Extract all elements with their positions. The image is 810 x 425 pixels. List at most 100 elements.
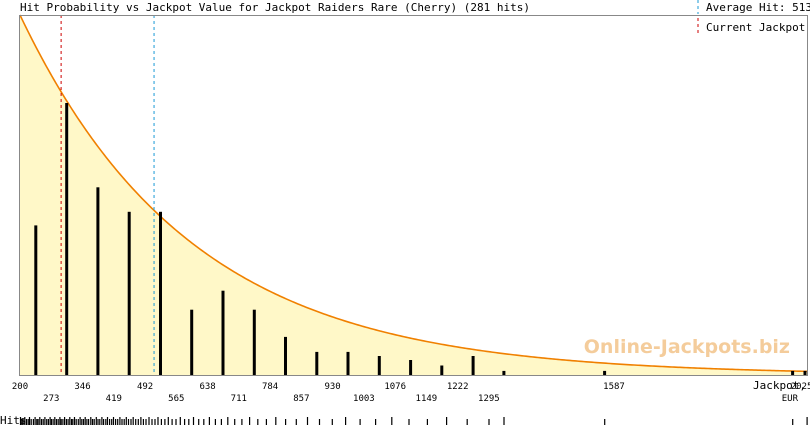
hit-mark-69 xyxy=(148,417,150,425)
hit-mark-21 xyxy=(54,417,56,425)
hit-mark-93 xyxy=(275,417,277,425)
x-tick-492: 492 xyxy=(137,382,153,392)
hit-mark-9 xyxy=(34,417,36,425)
hit-mark-99 xyxy=(345,417,347,425)
x-tick-857: 857 xyxy=(293,394,309,404)
hit-mark-34 xyxy=(75,419,77,425)
hit-mark-68 xyxy=(145,419,147,425)
hit-mark-45 xyxy=(95,417,97,425)
hit-mark-103 xyxy=(408,419,410,425)
hit-mark-64 xyxy=(135,419,137,425)
hit-mark-109 xyxy=(604,419,606,425)
hit-mark-35 xyxy=(77,419,79,425)
hit-mark-48 xyxy=(101,417,103,425)
hit-mark-26 xyxy=(62,419,64,425)
bar-0 xyxy=(34,225,38,375)
hit-mark-53 xyxy=(111,419,113,425)
hit-mark-50 xyxy=(105,419,107,425)
hit-mark-87 xyxy=(227,417,229,425)
hit-mark-33 xyxy=(73,417,76,425)
hit-mark-82 xyxy=(198,419,200,425)
hit-mark-39 xyxy=(84,417,86,425)
hit-mark-36 xyxy=(79,417,81,425)
hit-mark-67 xyxy=(142,419,144,425)
hit-mark-62 xyxy=(130,419,132,425)
x-tick-2025: 2025 xyxy=(791,382,810,392)
hit-mark-40 xyxy=(86,419,88,425)
bar-4 xyxy=(159,211,162,375)
hit-mark-42 xyxy=(90,417,92,425)
bar-7 xyxy=(252,309,256,375)
hit-mark-11 xyxy=(37,419,39,425)
hit-mark-54 xyxy=(112,417,115,425)
x-tick-labels-upper: 200 346 492 638 784 930 1076 1222 1587 2025 xyxy=(12,382,810,392)
hit-mark-57 xyxy=(119,417,121,425)
hit-mark-4 xyxy=(25,419,28,425)
hit-mark-104 xyxy=(426,419,428,425)
x-axis-unit: EUR xyxy=(782,394,799,404)
hit-mark-20 xyxy=(52,419,54,425)
hit-mark-108 xyxy=(503,417,505,425)
x-tick-273: 273 xyxy=(43,394,59,404)
hit-mark-32 xyxy=(72,419,74,425)
hit-mark-14 xyxy=(42,419,44,425)
watermark: Online-Jackpots.biz xyxy=(584,336,790,358)
hit-mark-31 xyxy=(70,419,73,425)
hit-mark-92 xyxy=(265,419,267,425)
hit-mark-77 xyxy=(175,419,177,425)
bar-18 xyxy=(803,370,807,375)
hit-mark-44 xyxy=(93,419,95,425)
hit-mark-59 xyxy=(123,419,125,425)
bar-8 xyxy=(284,336,287,375)
x-tick-labels-lower: 273 419 565 711 857 1003 1149 1295 xyxy=(43,394,500,404)
hit-mark-79 xyxy=(184,419,186,425)
hit-mark-94 xyxy=(285,419,287,425)
hit-mark-43 xyxy=(91,419,94,425)
hit-mark-13 xyxy=(40,419,43,425)
x-tick-1003: 1003 xyxy=(353,394,375,404)
hit-mark-88 xyxy=(234,419,236,425)
hit-mark-96 xyxy=(306,417,309,425)
hit-rug xyxy=(19,417,808,425)
hits-label: Hits xyxy=(0,414,27,425)
hit-mark-55 xyxy=(115,419,117,425)
hit-mark-75 xyxy=(167,417,169,425)
hit-mark-12 xyxy=(39,417,41,425)
hit-mark-74 xyxy=(164,419,166,425)
hit-mark-46 xyxy=(97,419,99,425)
hit-mark-29 xyxy=(67,419,69,425)
hit-mark-6 xyxy=(28,417,31,425)
bar-11 xyxy=(377,356,381,375)
hit-mark-66 xyxy=(140,417,142,425)
hit-mark-65 xyxy=(137,419,139,425)
hit-mark-15 xyxy=(44,417,46,425)
hit-mark-17 xyxy=(47,419,49,425)
hit-mark-70 xyxy=(151,419,153,425)
hit-mark-80 xyxy=(188,419,190,425)
hit-mark-10 xyxy=(36,419,38,425)
hit-mark-19 xyxy=(50,419,52,425)
bar-2 xyxy=(96,187,100,375)
hit-mark-73 xyxy=(160,419,162,425)
x-tick-565: 565 xyxy=(168,394,184,404)
x-tick-638: 638 xyxy=(199,382,215,392)
x-tick-419: 419 xyxy=(106,394,122,404)
hit-mark-84 xyxy=(208,417,210,425)
hit-mark-71 xyxy=(154,419,156,425)
x-tick-200: 200 xyxy=(12,382,28,392)
hit-mark-7 xyxy=(30,419,32,425)
hit-mark-27 xyxy=(64,417,66,425)
hit-mark-86 xyxy=(220,419,222,425)
bar-9 xyxy=(315,351,319,375)
hit-mark-95 xyxy=(295,419,297,425)
hit-mark-23 xyxy=(57,419,59,425)
hit-mark-85 xyxy=(214,419,216,425)
hit-mark-41 xyxy=(88,419,90,425)
hit-mark-24 xyxy=(59,417,61,425)
hit-mark-111 xyxy=(806,417,808,425)
bar-14 xyxy=(471,356,475,375)
hit-bars xyxy=(34,103,807,375)
probability-curve xyxy=(19,14,809,373)
hit-mark-51 xyxy=(106,417,109,425)
x-axis-label: Jackpot, xyxy=(753,379,806,392)
